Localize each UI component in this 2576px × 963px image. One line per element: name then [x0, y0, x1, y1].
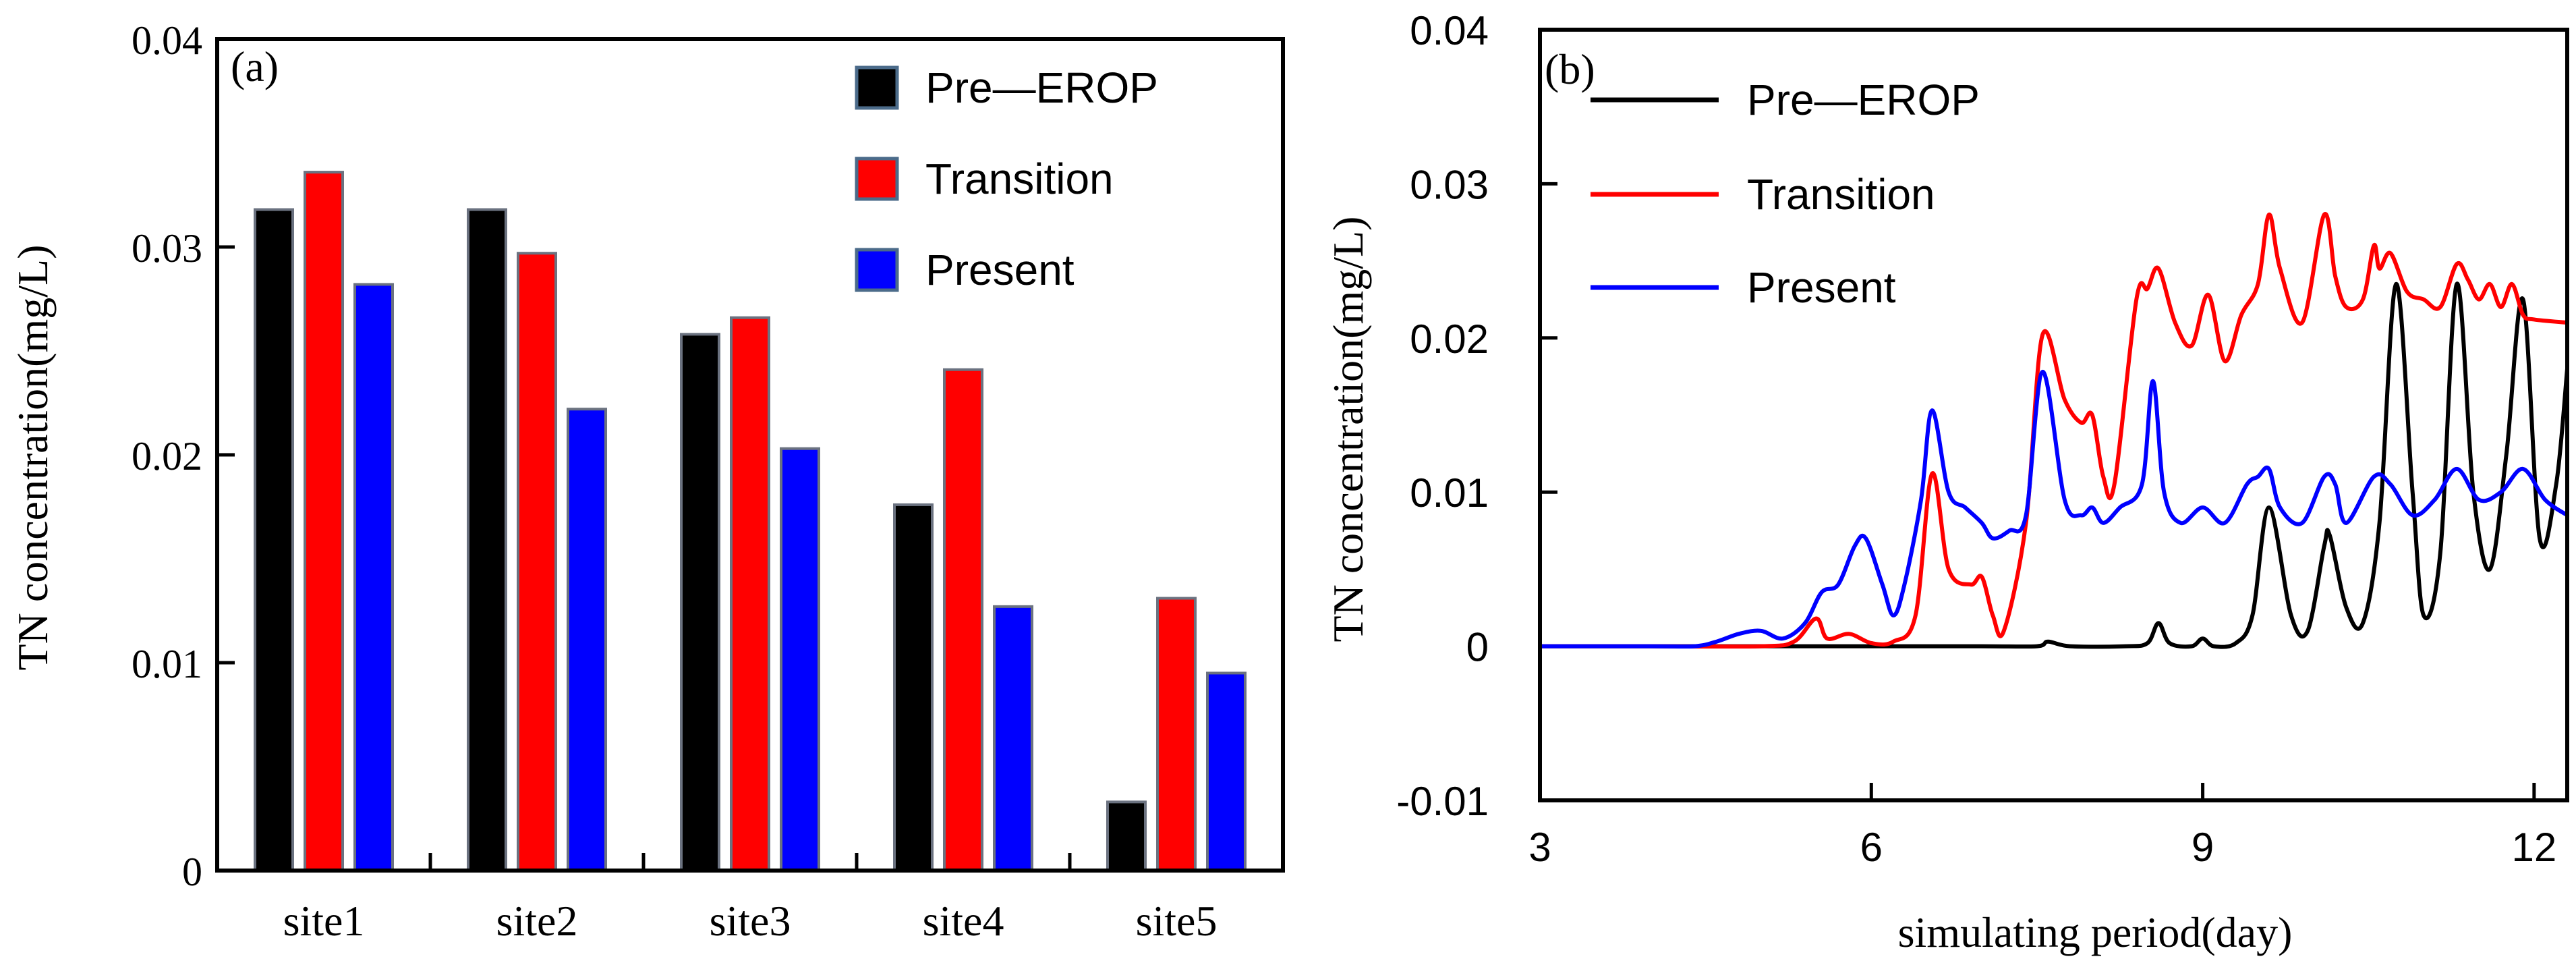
panel-b-ticks: -0.01 0 0.01 0.02 0.03 0.04 3 6 9 12	[1396, 8, 2556, 870]
panel-a-ytick-label: 0.02	[132, 434, 202, 478]
bar-pre-erop-site3	[680, 333, 720, 872]
line-pre-erop	[1540, 281, 2569, 649]
panel-a-ytick-label: 0	[182, 850, 202, 894]
bar-pre-erop-site4	[893, 503, 934, 872]
panel-b-line-chart: TN concentration(mg/L) simulating period…	[1324, 8, 2569, 956]
line-present	[1540, 369, 2569, 649]
panel-b-legend: Pre—EROP Transition Present	[1591, 76, 1980, 312]
line-transition	[1540, 212, 2568, 649]
bar-pre-erop-site1	[254, 208, 294, 872]
panel-a-xtick-label: site4	[923, 897, 1004, 945]
bar-pre-erop-site5	[1106, 800, 1147, 872]
panel-a-xtick-label: site1	[283, 897, 365, 945]
bar-transition-site5	[1156, 597, 1197, 873]
legend-swatch-1	[855, 157, 899, 201]
panel-b-plot-frame	[1538, 28, 2569, 802]
legend-label-0: Pre—EROP	[925, 63, 1158, 112]
legend-label-1: Transition	[925, 155, 1114, 203]
panel-a-ytick-label: 0.04	[132, 18, 202, 63]
panel-b-ytick-label: 0.01	[1410, 470, 1489, 516]
bar-present-site4	[993, 605, 1033, 873]
bar-transition-site1	[304, 171, 344, 872]
panel-a-bar-chart: TN concentration(mg/L) (a) 0 0.01 0.02 0.03…	[9, 18, 1285, 945]
panel-a-plot-frame	[215, 37, 1285, 873]
legend-swatch-2	[855, 248, 899, 292]
bar-present-site1	[353, 283, 394, 872]
panel-a-bars	[254, 171, 1247, 873]
panel-b-xtick-label: 3	[1528, 825, 1551, 870]
panel-a-ytick-label: 0.03	[132, 226, 202, 271]
panel-b-label: (b)	[1545, 45, 1595, 93]
bar-pre-erop-site2	[467, 208, 507, 872]
panel-b-ytick-label: 0.03	[1410, 162, 1489, 207]
panel-b-xtick-label: 6	[1860, 825, 1883, 870]
bar-present-site2	[567, 408, 607, 872]
panel-b-lines	[1540, 212, 2569, 649]
bar-transition-site2	[517, 252, 557, 872]
panel-a-ytick-label: 0.01	[132, 642, 202, 686]
panel-a-ticks: 0 0.01 0.02 0.03 0.04 site1 site2 site3 site4 sit…	[132, 18, 1217, 945]
panel-b-xtick-label: 9	[2192, 825, 2214, 870]
panel-b-ytick-label: 0.04	[1410, 8, 1489, 53]
panel-a-xtick-label: site5	[1136, 897, 1218, 945]
bar-present-site5	[1206, 671, 1247, 873]
bar-transition-site3	[730, 316, 770, 873]
panel-b-ytick-label: -0.01	[1396, 779, 1489, 824]
panel-b-ytick-label: 0	[1466, 625, 1489, 670]
panel-b-ylabel: TN concentration(mg/L)	[1324, 217, 1372, 642]
panel-b-ytick-label: 0.02	[1410, 317, 1489, 362]
panel-a-xtick-label: site2	[496, 897, 578, 945]
legend-label-1: Transition	[1747, 170, 1935, 219]
legend-label-2: Present	[1747, 263, 1896, 312]
panel-b-xtick-label: 12	[2511, 825, 2556, 870]
legend-label-0: Pre—EROP	[1747, 76, 1980, 124]
panel-a-label: (a)	[231, 43, 279, 90]
panel-b-xlabel: simulating period(day)	[1898, 908, 2293, 956]
bar-present-site3	[780, 447, 820, 872]
panel-a-ylabel: TN concentration(mg/L)	[9, 245, 57, 671]
bar-transition-site4	[943, 368, 983, 872]
legend-swatch-0	[855, 65, 899, 110]
legend-label-2: Present	[925, 246, 1075, 294]
panel-a-xtick-label: site3	[710, 897, 791, 945]
panel-a-legend: Pre—EROP Transition Present	[855, 63, 1158, 294]
